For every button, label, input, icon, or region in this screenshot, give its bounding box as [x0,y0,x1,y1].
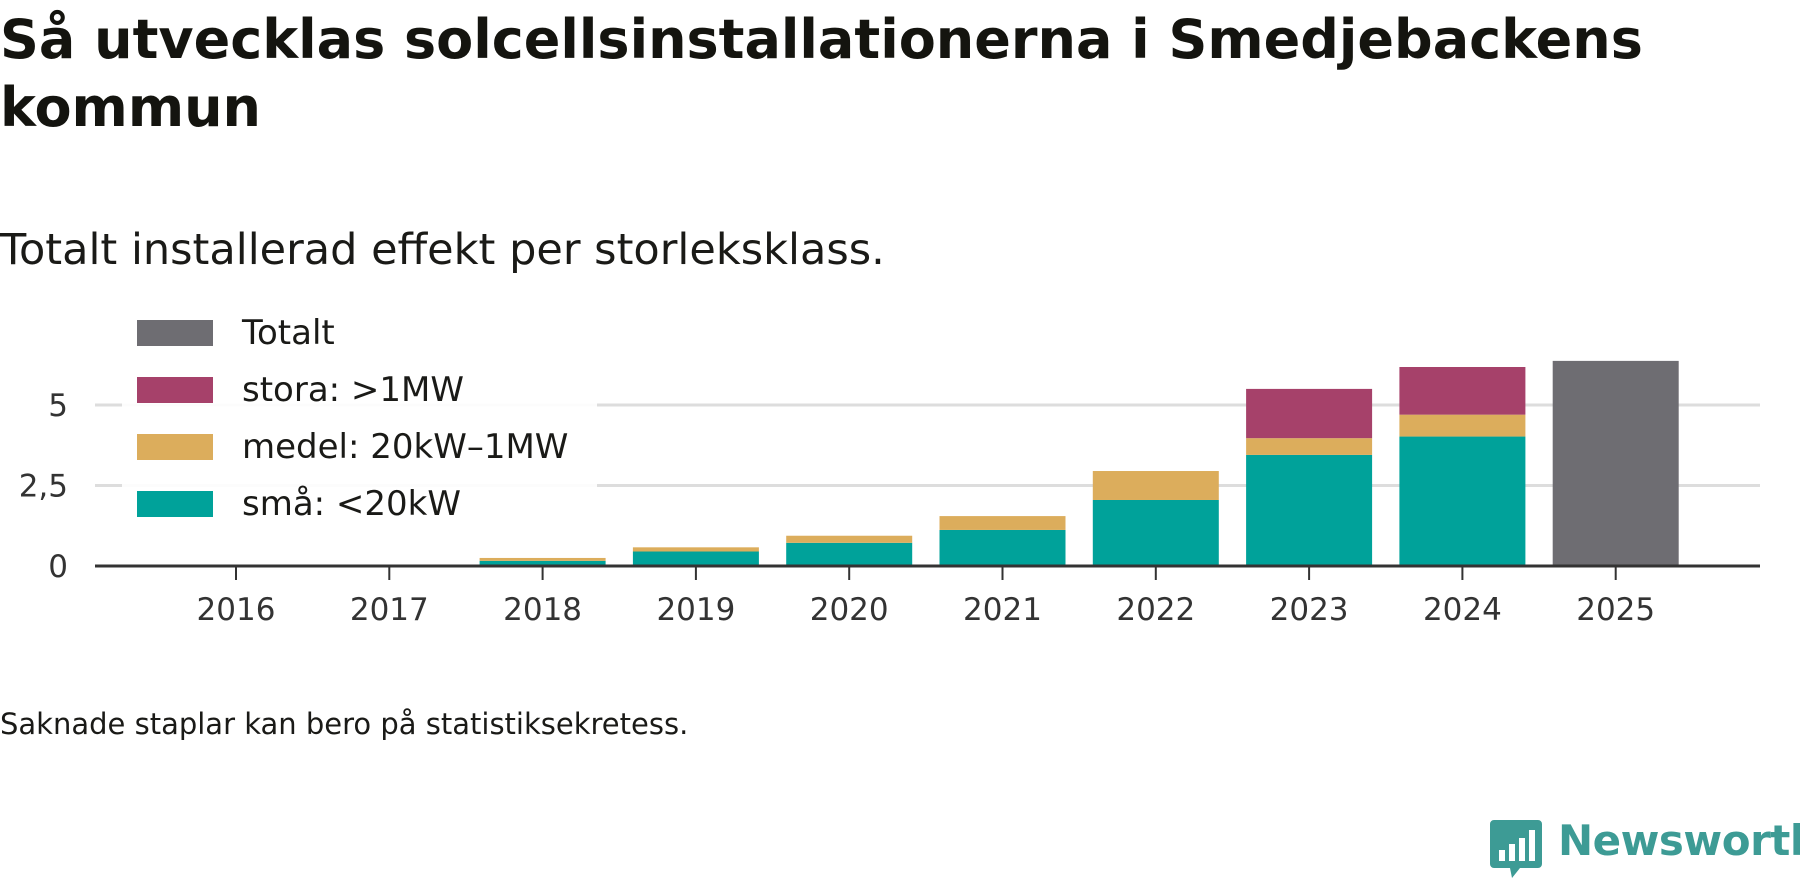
bar-stora-2024[interactable] [1399,367,1526,415]
bar-sma-2019[interactable] [632,551,759,566]
x-tick-label: 2024 [1423,592,1502,628]
bar-medel-2024[interactable] [1399,414,1526,437]
legend-swatch-totalt [137,320,213,346]
y-tick-label: 2,5 [19,469,68,505]
x-tick-label: 2025 [1576,592,1655,628]
x-tick-label: 2020 [810,592,889,628]
bar-medel-2018[interactable] [479,557,606,561]
bar-medel-2020[interactable] [786,535,913,543]
legend-swatch-sma [137,491,213,517]
x-tick-label: 2017 [350,592,429,628]
bar-totalt-2025[interactable] [1552,360,1679,566]
bar-sma-2020[interactable] [786,542,913,566]
x-tick-label: 2018 [503,592,582,628]
bars [479,360,1679,566]
legend-label-stora: stora: >1MW [242,370,464,410]
x-tick-label: 2022 [1116,592,1195,628]
footnote: Saknade staplar kan bero på statistiksek… [0,707,689,741]
y-tick-label: 0 [48,549,68,585]
legend-swatch-medel [137,434,213,460]
brand-logo[interactable]: Newsworthy [1490,816,1800,878]
x-tick-label: 2016 [197,592,276,628]
chart-title: Så utvecklas solcellsinstallationerna i … [0,8,1643,139]
bar-sma-2022[interactable] [1092,499,1219,566]
bar-medel-2023[interactable] [1246,438,1373,455]
y-axis-ticks: 02,55 [19,388,68,585]
legend-label-sma: små: <20kW [242,484,461,524]
legend-label-totalt: Totalt [241,313,335,353]
x-tick-label: 2019 [656,592,735,628]
bar-sma-2018[interactable] [479,560,606,566]
brand-name: Newsworthy [1558,816,1800,865]
bar-stora-2023[interactable] [1246,388,1373,439]
x-tick-label: 2021 [963,592,1042,628]
bar-medel-2022[interactable] [1092,471,1219,500]
y-tick-label: 5 [48,388,68,424]
bar-medel-2019[interactable] [632,547,759,552]
legend: Totalt stora: >1MW medel: 20kW–1MW små: <20… [122,313,597,544]
newsworthy-chart-icon [1490,820,1542,878]
chart-subtitle: Totalt installerad effekt per storlekskl… [0,225,885,275]
bar-medel-2021[interactable] [939,516,1066,530]
x-axis: 2016 2017 2018 2019 2020 2021 2022 2023 2024 2025 [95,564,1760,628]
bar-chart: 02,55 2016 2017 2018 2019 2020 2021 2022 2023 20… [19,313,1760,628]
bar-sma-2024[interactable] [1399,436,1526,566]
x-tick-label: 2023 [1270,592,1349,628]
bar-sma-2023[interactable] [1246,454,1373,566]
legend-label-medel: medel: 20kW–1MW [242,427,568,467]
bar-sma-2021[interactable] [939,529,1066,566]
legend-swatch-stora [137,377,213,403]
